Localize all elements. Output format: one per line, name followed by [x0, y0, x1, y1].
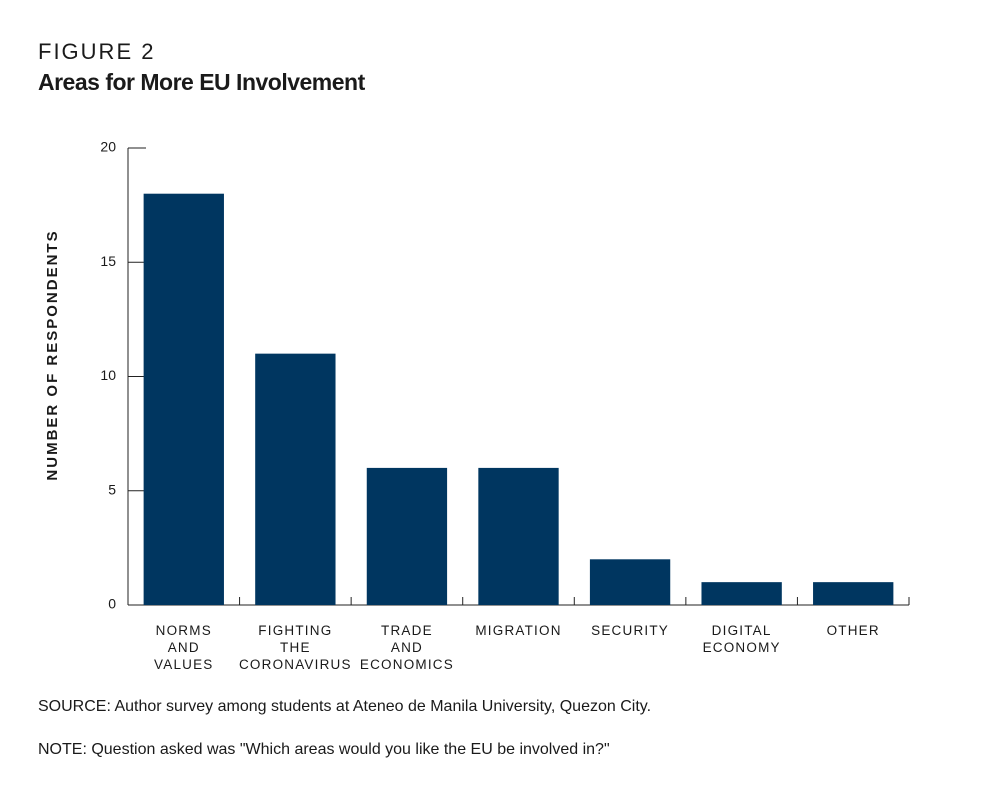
chart-title: Areas for More EU Involvement: [38, 69, 366, 95]
x-tick-label: TRADE: [381, 623, 433, 638]
y-tick-label: 5: [108, 481, 116, 497]
x-tick-label: AND: [168, 640, 200, 655]
y-axis-label: NUMBER OF RESPONDENTS: [44, 229, 61, 480]
y-tick-label: 10: [100, 367, 116, 383]
x-tick-label: ECONOMICS: [360, 657, 454, 672]
bar: [143, 193, 224, 605]
x-tick-label: THE: [280, 640, 311, 655]
x-tick-label: ECONOMY: [703, 640, 781, 655]
bar: [701, 582, 782, 605]
y-tick-label: 20: [100, 139, 116, 155]
bar: [478, 467, 559, 605]
bar: [589, 559, 671, 605]
figure-label: FIGURE 2: [38, 39, 155, 64]
x-tick-label: OTHER: [827, 623, 880, 638]
bar: [255, 353, 336, 605]
x-tick-label: CORONAVIRUS: [239, 657, 352, 672]
bar: [813, 582, 894, 605]
x-tick-label: DIGITAL: [712, 623, 772, 638]
source: SOURCE: Author survey among students at …: [38, 698, 651, 715]
x-tick-label: MIGRATION: [475, 623, 561, 638]
x-tick-label: SECURITY: [591, 623, 669, 638]
y-tick-label: 0: [108, 596, 116, 612]
x-tick-label: NORMS: [156, 623, 212, 638]
x-tick-label: FIGHTING: [258, 623, 332, 638]
x-tick-label: AND: [391, 640, 423, 655]
bar: [366, 467, 448, 605]
note: NOTE: Question asked was "Which areas wo…: [38, 741, 610, 758]
x-tick-label: VALUES: [154, 657, 213, 672]
y-tick-label: 15: [100, 253, 116, 269]
